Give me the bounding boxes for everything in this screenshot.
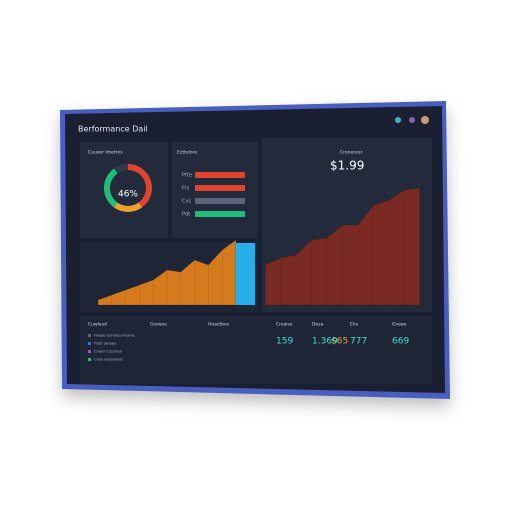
- panel-header: Cuuxer Imetrns: [88, 150, 123, 156]
- legend-entry: Fleeae Ceredes Fresine: [94, 334, 135, 338]
- bar-label: Frs: [182, 186, 190, 192]
- area: [97, 239, 237, 306]
- legend-swatch: [88, 342, 91, 345]
- metric: 777: [350, 337, 367, 347]
- legend-entry: Fsetr Soreaa: [94, 342, 116, 346]
- legend-swatch: [88, 358, 91, 361]
- bar-label: Ptte: [182, 173, 192, 179]
- title: Berformance Dail: [78, 125, 148, 134]
- column-header: Cuwlesd: [88, 322, 107, 328]
- column-header: Ehs: [350, 322, 359, 328]
- panel-header: Crenereer: [340, 150, 363, 156]
- bar-label: Cvs: [182, 199, 191, 205]
- panel: [80, 142, 168, 238]
- column-header: Desa: [312, 322, 324, 328]
- legend-swatch: [88, 350, 91, 353]
- column-header: Grewe: [392, 322, 407, 328]
- metric: 159: [276, 337, 293, 347]
- metric: 669: [392, 337, 409, 347]
- gauge-label: 46%: [118, 190, 138, 200]
- icon: [409, 117, 415, 123]
- column-header: Crewse: [276, 322, 293, 328]
- legend-entry: Chon Greedueos: [94, 358, 123, 362]
- gauge-arc: [104, 168, 118, 208]
- bar: [195, 185, 245, 191]
- bar-label: Pdt: [182, 212, 190, 218]
- avatar[interactable]: [421, 116, 429, 124]
- bar: [236, 243, 255, 305]
- legend-swatch: [88, 334, 91, 337]
- icon: [395, 117, 401, 123]
- bar: [195, 172, 245, 178]
- bar: [195, 211, 245, 217]
- legend-entry: Cruetr Ccesrese: [94, 350, 122, 354]
- metric: 1.369: [312, 337, 338, 347]
- gauge-arc: [113, 202, 143, 212]
- column-header: Hoactbos: [208, 322, 230, 328]
- bar: [195, 198, 245, 204]
- column-header: Grewse: [150, 322, 167, 328]
- value-alt: $65: [331, 337, 348, 347]
- panel-header: Ecttelore: [177, 150, 197, 156]
- value-text: $1.99: [330, 159, 364, 173]
- gauge-arc: [127, 164, 152, 208]
- panel: [80, 316, 432, 384]
- area: [264, 187, 421, 306]
